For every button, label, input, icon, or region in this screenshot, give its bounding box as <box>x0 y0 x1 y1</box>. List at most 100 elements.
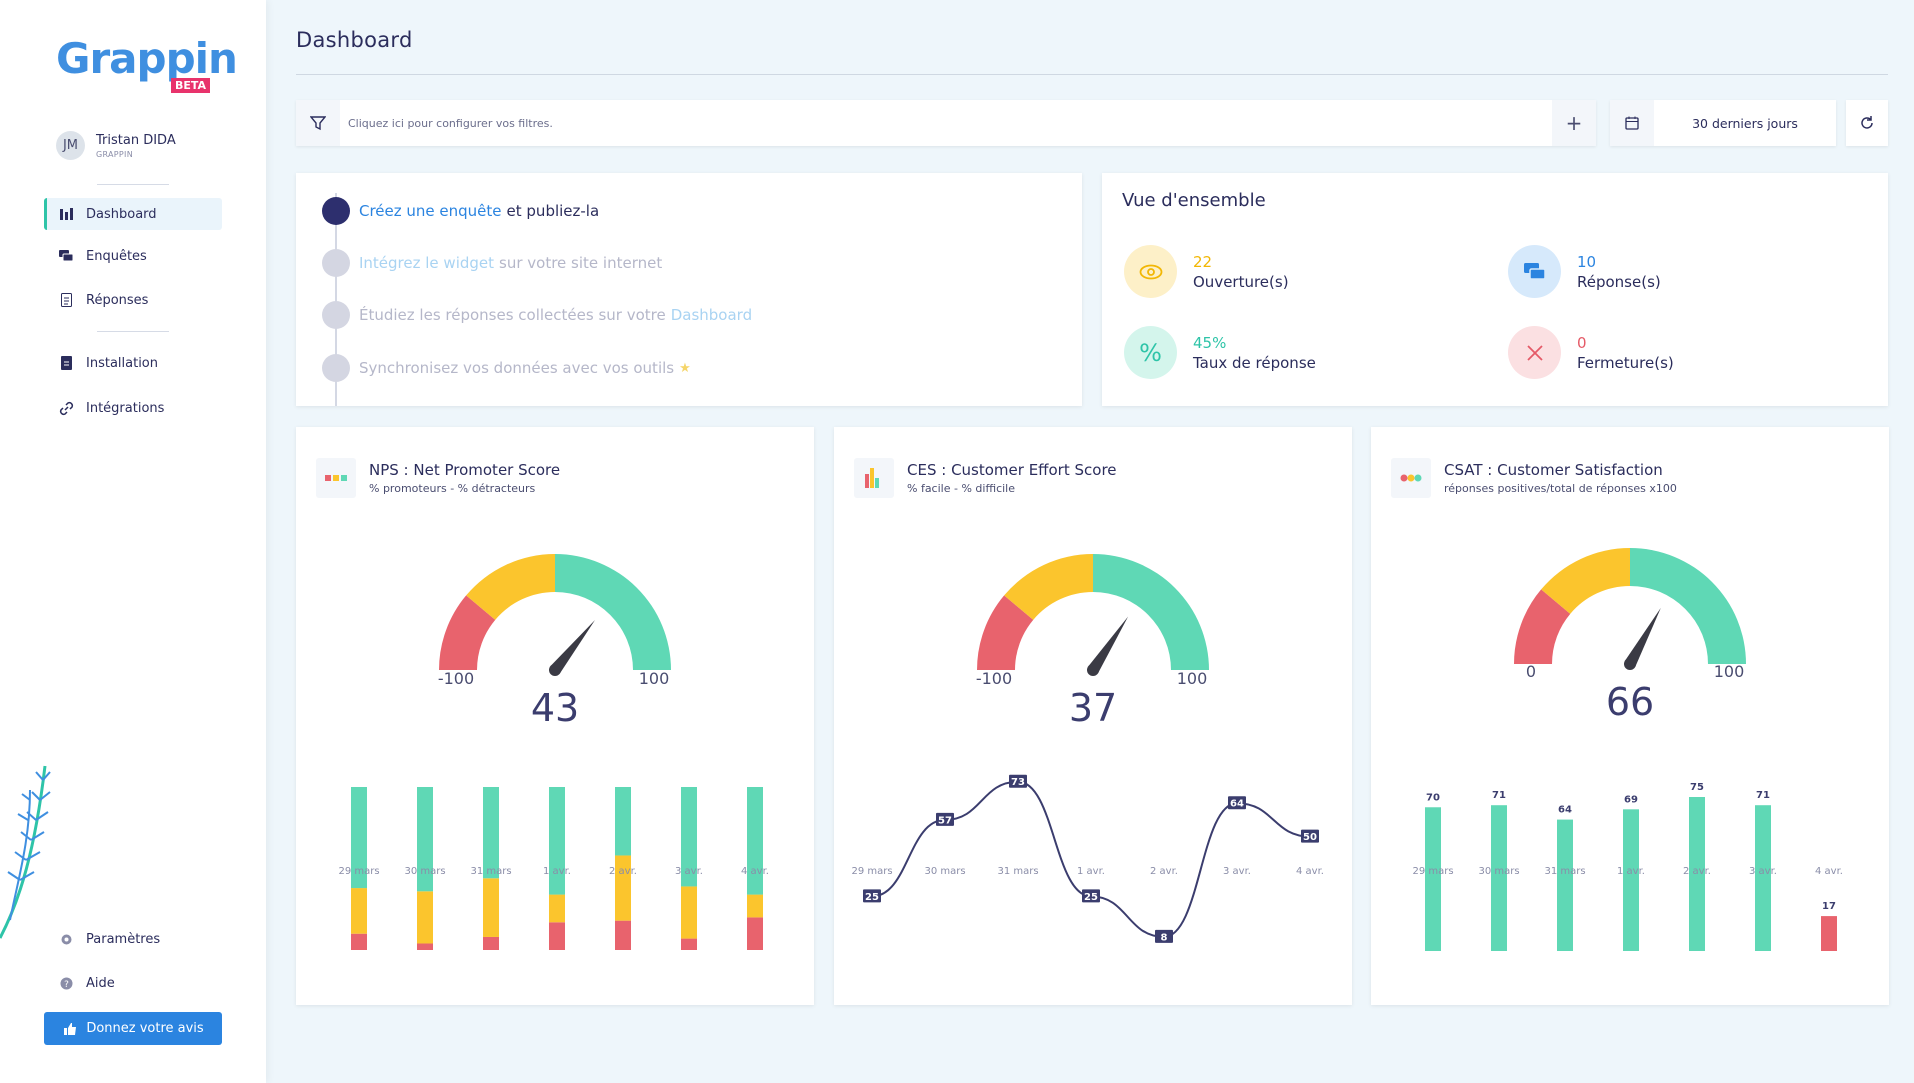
divider <box>97 331 169 332</box>
data-point <box>1228 796 1246 810</box>
file-code-icon <box>58 356 74 370</box>
chat-bubbles-icon <box>58 249 74 263</box>
csat-icon <box>1391 458 1431 498</box>
data-label: 75 <box>1690 782 1704 793</box>
x-tick-label: 3 avr. <box>1223 866 1251 877</box>
nav-item-integrations[interactable]: Intégrations <box>44 392 222 424</box>
date-range-label[interactable]: 30 derniers jours <box>1692 115 1798 131</box>
bar-segment <box>549 894 565 923</box>
step-link[interactable]: Dashboard <box>670 306 753 324</box>
x-tick-label: 4 avr. <box>741 866 769 877</box>
thumbs-up-icon <box>62 1022 78 1036</box>
overview-title: Vue d'ensemble <box>1122 190 1266 211</box>
nps-chart: -100 100 43 29 mars 30 mars 31 mars 1 avr. 2 av… <box>338 554 769 950</box>
nav-item-installation[interactable]: Installation <box>44 347 222 379</box>
data-label: 25 <box>865 892 879 903</box>
plant-illustration-icon <box>0 765 51 939</box>
gauge-needle <box>1624 607 1661 667</box>
gear-icon <box>58 932 74 946</box>
bar-segment <box>681 886 697 939</box>
filter-input[interactable]: Cliquez ici pour configurer vos filtres. <box>348 116 553 130</box>
step-link[interactable]: Intégrez le widget <box>359 254 495 272</box>
step-study-responses: Étudiez les réponses collectées sur votr… <box>322 301 752 329</box>
bar <box>1689 797 1705 951</box>
bar <box>1623 809 1639 951</box>
stat-value: 45% <box>1193 333 1227 352</box>
stat-value: 0 <box>1577 333 1587 352</box>
nav-item-parametres[interactable]: Paramètres <box>44 923 222 955</box>
step-integrate-widget: Intégrez le widget sur votre site intern… <box>322 249 662 277</box>
calendar-icon[interactable] <box>1610 100 1654 146</box>
gauge-min-label: -100 <box>438 669 474 688</box>
close-icon <box>1508 326 1561 379</box>
chart-title: CES : Customer Effort Score <box>907 461 1117 479</box>
bar-segment <box>417 787 433 892</box>
user-profile[interactable]: JM Tristan DIDA GRAPPIN <box>56 131 176 160</box>
bar-chart-icon <box>58 207 74 221</box>
nav-label: Aide <box>86 975 115 991</box>
percent-icon: % <box>1124 326 1177 379</box>
nav-item-enquetes[interactable]: Enquêtes <box>44 240 222 272</box>
feedback-button[interactable]: Donnez votre avis <box>44 1012 222 1045</box>
nav-label: Enquêtes <box>86 248 147 264</box>
gauge-segment-high <box>1093 554 1209 670</box>
bar-segment <box>351 933 367 950</box>
x-tick-label: 3 avr. <box>1749 866 1777 877</box>
nav-item-aide[interactable]: ? Aide <box>44 967 222 999</box>
x-tick-label: 31 mars <box>470 866 511 877</box>
bar-segment <box>351 787 367 889</box>
overview-card: Vue d'ensemble 22 Ouverture(s) 10 Répons… <box>1102 173 1888 406</box>
gauge-value: 37 <box>1069 686 1117 730</box>
bar-segment <box>747 894 763 918</box>
nav-item-reponses[interactable]: Réponses <box>44 284 222 316</box>
step-link[interactable]: Créez une enquête <box>359 202 502 220</box>
data-label: 69 <box>1624 794 1638 805</box>
step-text: sur votre site internet <box>499 254 663 272</box>
step-dot <box>322 249 350 277</box>
bar-segment <box>549 922 565 950</box>
grappin-logo[interactable]: Grappin BETA <box>56 34 238 96</box>
data-label: 71 <box>1492 790 1506 801</box>
onboarding-steps-card: Créez une enquête et publiez-la Intégrez… <box>296 173 1082 406</box>
x-tick-label: 1 avr. <box>543 866 571 877</box>
filter-icon[interactable] <box>296 100 340 146</box>
gauge-segment-low <box>977 595 1034 670</box>
x-tick-label: 2 avr. <box>1150 866 1178 877</box>
data-point <box>1301 829 1319 843</box>
bar-segment <box>747 787 763 895</box>
x-tick-label: 29 mars <box>338 866 379 877</box>
step-sync-data: Synchronisez vos données avec vos outils… <box>322 354 691 382</box>
stat-response-rate: % 45% Taux de réponse <box>1124 326 1316 379</box>
data-label: 70 <box>1426 792 1440 803</box>
data-label: 64 <box>1558 805 1572 816</box>
date-range-picker[interactable]: 30 derniers jours <box>1610 100 1836 146</box>
nav-label: Intégrations <box>86 400 165 416</box>
gauge-max-label: 100 <box>639 669 670 688</box>
step-create-survey: Créez une enquête et publiez-la <box>322 197 599 225</box>
chat-bubbles-icon <box>1508 245 1561 298</box>
stat-openings: 22 Ouverture(s) <box>1124 245 1289 298</box>
stat-closings: 0 Fermeture(s) <box>1508 326 1674 379</box>
stat-label: Fermeture(s) <box>1577 353 1674 372</box>
ces-chart: -100 100 37 25 57 73 25 8 64 50 29 mars 30 mars 31 m… <box>851 554 1324 943</box>
gauge-needle <box>1087 616 1129 674</box>
data-label: 50 <box>1303 832 1317 843</box>
bar-segment <box>483 936 499 950</box>
eye-icon <box>1124 245 1177 298</box>
filter-bar[interactable]: Cliquez ici pour configurer vos filtres.… <box>296 100 1596 146</box>
nav-item-dashboard[interactable]: Dashboard <box>44 198 222 230</box>
add-filter-button[interactable]: + <box>1552 100 1596 146</box>
bar <box>1557 819 1573 951</box>
x-tick-label: 2 avr. <box>1683 866 1711 877</box>
gauge-hub <box>549 664 561 676</box>
x-tick-label: 30 mars <box>924 866 965 877</box>
data-label: 71 <box>1756 790 1770 801</box>
refresh-button[interactable] <box>1846 100 1888 146</box>
bar-segment <box>681 938 697 950</box>
x-tick-label: 29 mars <box>1412 866 1453 877</box>
x-tick-label: 1 avr. <box>1077 866 1105 877</box>
logo-text: Grappin <box>56 34 238 83</box>
star-icon: ★ <box>679 360 691 376</box>
gauge-segment-low <box>439 595 496 670</box>
x-tick-label: 3 avr. <box>675 866 703 877</box>
